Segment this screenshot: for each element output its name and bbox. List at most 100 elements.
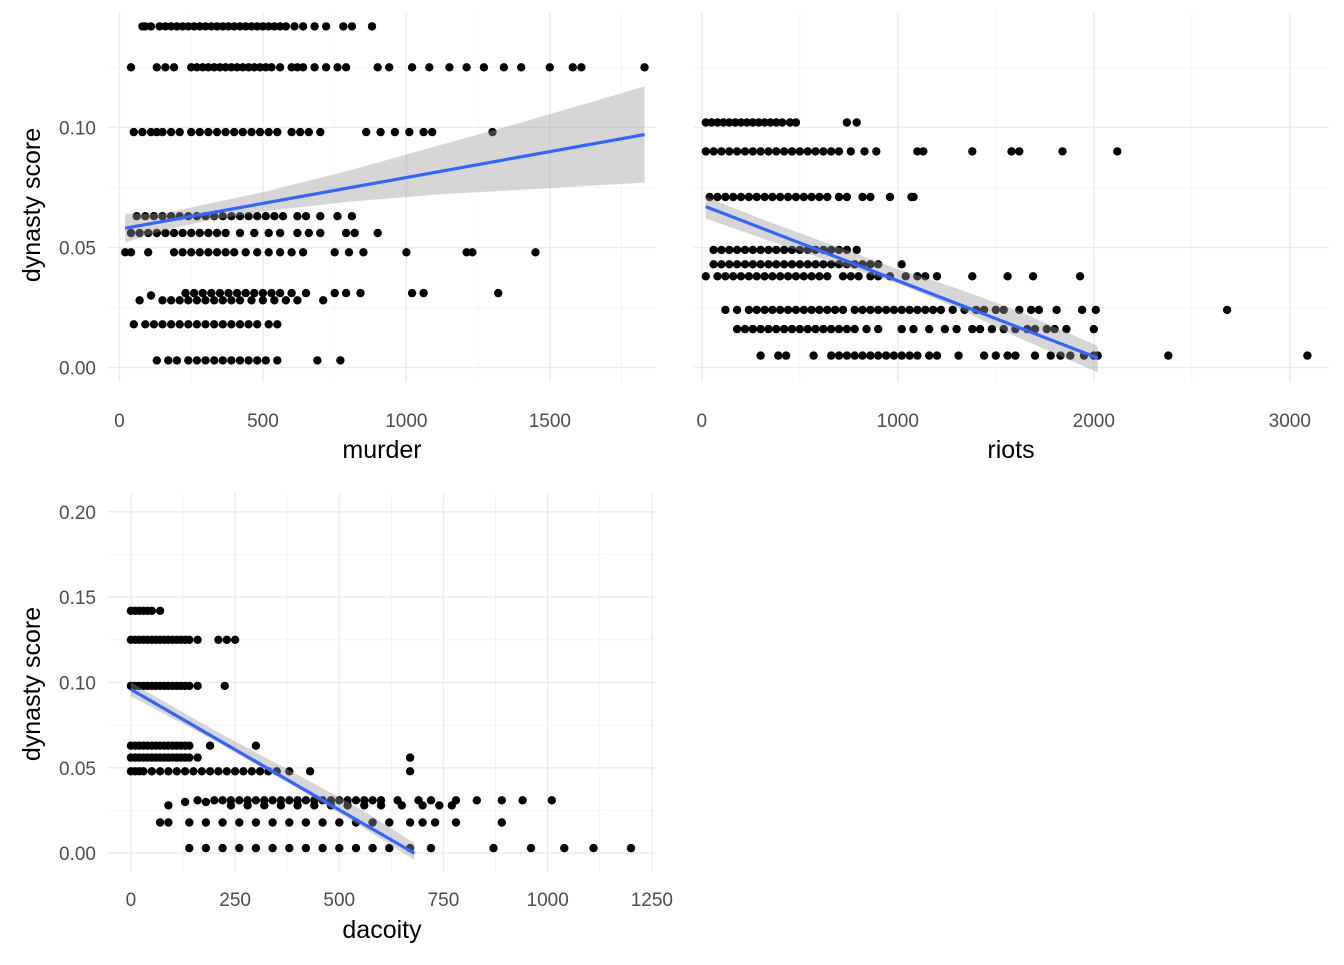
data-point bbox=[205, 767, 215, 776]
data-point bbox=[787, 260, 797, 269]
data-point bbox=[192, 356, 202, 365]
data-point bbox=[874, 351, 883, 360]
data-point bbox=[341, 228, 351, 238]
data-point bbox=[341, 63, 351, 72]
data-point bbox=[255, 127, 265, 137]
data-point bbox=[251, 741, 261, 750]
data-point bbox=[834, 192, 844, 202]
data-point bbox=[897, 260, 906, 269]
data-point bbox=[881, 351, 891, 360]
data-point bbox=[155, 767, 165, 776]
data-point bbox=[1028, 272, 1038, 281]
data-point bbox=[866, 192, 875, 202]
data-point bbox=[298, 248, 308, 257]
data-point bbox=[772, 324, 781, 334]
data-point bbox=[221, 228, 230, 238]
data-point bbox=[268, 818, 277, 827]
data-point bbox=[169, 228, 179, 238]
data-point bbox=[740, 260, 750, 269]
data-point bbox=[316, 228, 325, 238]
data-point bbox=[184, 320, 193, 329]
data-point bbox=[925, 324, 934, 334]
data-point bbox=[169, 63, 179, 72]
data-point bbox=[736, 192, 746, 202]
data-point bbox=[756, 351, 765, 360]
data-point bbox=[155, 22, 164, 31]
data-point bbox=[285, 843, 294, 853]
data-point bbox=[834, 147, 844, 156]
data-point bbox=[823, 192, 832, 202]
data-point bbox=[489, 843, 498, 853]
data-point bbox=[780, 324, 789, 334]
data-point bbox=[204, 248, 213, 257]
data-point bbox=[192, 63, 202, 72]
data-point bbox=[172, 356, 182, 365]
data-point bbox=[180, 797, 190, 807]
data-point bbox=[760, 305, 769, 315]
data-point bbox=[185, 741, 194, 750]
data-point bbox=[913, 305, 922, 315]
data-point bbox=[304, 127, 313, 137]
data-point bbox=[823, 305, 832, 315]
data-point bbox=[301, 796, 311, 805]
data-point bbox=[913, 351, 922, 360]
data-point bbox=[385, 818, 394, 827]
data-point bbox=[293, 801, 302, 810]
data-point bbox=[445, 63, 454, 72]
data-point bbox=[776, 272, 785, 281]
data-point bbox=[827, 147, 836, 156]
data-point bbox=[748, 260, 757, 269]
data-point bbox=[164, 767, 173, 776]
data-point bbox=[736, 118, 746, 127]
data-point bbox=[827, 324, 836, 334]
data-point bbox=[719, 118, 728, 127]
data-point bbox=[146, 22, 156, 31]
data-point bbox=[212, 248, 222, 257]
y-tick-label: 0.00 bbox=[59, 359, 96, 380]
data-point bbox=[204, 63, 213, 72]
data-point bbox=[126, 63, 136, 72]
data-point bbox=[834, 260, 844, 269]
data-point bbox=[999, 324, 1008, 334]
y-tick-label: 0.10 bbox=[59, 674, 96, 695]
data-point bbox=[435, 801, 444, 810]
data-point bbox=[823, 272, 832, 281]
data-point bbox=[195, 248, 204, 257]
data-point bbox=[842, 324, 852, 334]
data-point bbox=[807, 272, 816, 281]
data-point bbox=[316, 212, 325, 221]
data-point bbox=[158, 320, 167, 329]
data-point bbox=[218, 843, 227, 853]
data-point bbox=[768, 272, 777, 281]
data-point bbox=[192, 296, 202, 305]
data-point bbox=[640, 63, 649, 72]
data-point bbox=[721, 192, 730, 202]
y-tick-label: 0.00 bbox=[59, 844, 96, 865]
data-point bbox=[531, 248, 540, 257]
data-point bbox=[991, 351, 1000, 360]
data-point bbox=[405, 818, 415, 827]
data-point bbox=[874, 324, 883, 334]
data-point bbox=[212, 228, 222, 238]
data-point bbox=[701, 147, 710, 156]
panel-dacoity: 0 250 500 750 1000 1250 0.00 0.05 0.10 0.15 0.20 da… bbox=[18, 493, 673, 944]
data-point bbox=[301, 843, 311, 853]
data-point bbox=[721, 272, 730, 281]
data-point bbox=[235, 296, 245, 305]
data-point bbox=[244, 356, 253, 365]
data-point bbox=[278, 212, 288, 221]
data-point bbox=[287, 288, 296, 298]
data-point bbox=[807, 305, 816, 315]
data-point bbox=[275, 288, 285, 298]
data-point bbox=[402, 248, 411, 257]
data-point bbox=[1303, 351, 1312, 360]
data-point bbox=[238, 127, 247, 137]
data-point bbox=[185, 635, 194, 644]
data-point bbox=[218, 320, 227, 329]
data-point bbox=[310, 801, 319, 810]
data-point bbox=[287, 63, 296, 72]
data-point bbox=[241, 248, 250, 257]
data-point bbox=[321, 22, 331, 31]
data-point bbox=[319, 296, 328, 305]
